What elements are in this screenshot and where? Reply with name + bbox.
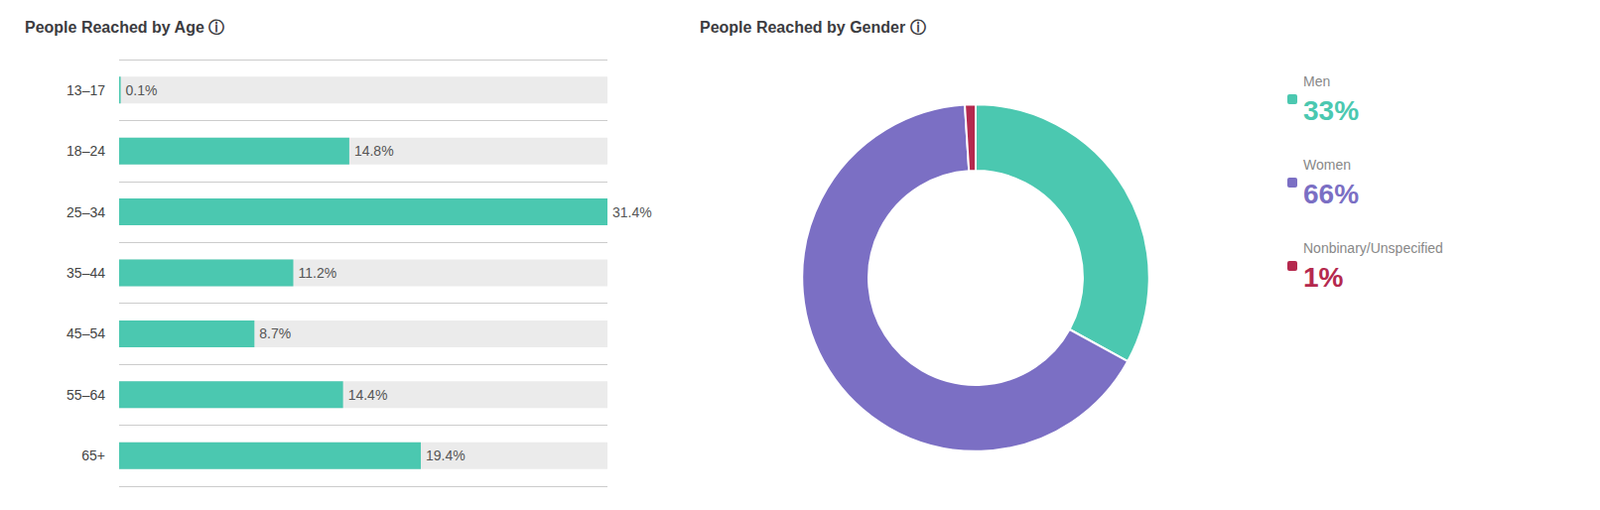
svg-text:33%: 33%	[1303, 95, 1359, 127]
svg-text:35–44: 35–44	[66, 265, 106, 281]
svg-text:13–17: 13–17	[66, 82, 106, 99]
svg-text:Men: Men	[1303, 73, 1331, 90]
svg-text:8.7%: 8.7%	[259, 325, 291, 342]
svg-text:14.8%: 14.8%	[354, 142, 395, 159]
svg-text:Women: Women	[1303, 156, 1351, 173]
svg-text:18–24: 18–24	[66, 142, 106, 159]
svg-text:55–64: 55–64	[66, 387, 106, 403]
svg-text:25–34: 25–34	[66, 204, 106, 221]
svg-text:1%: 1%	[1303, 262, 1344, 293]
svg-text:45–54: 45–54	[66, 325, 106, 342]
svg-text:Nonbinary/Unspecified: Nonbinary/Unspecified	[1303, 240, 1444, 257]
svg-text:People Reached by Gender ⓘ: People Reached by Gender ⓘ	[699, 18, 927, 36]
svg-text:66%: 66%	[1303, 178, 1359, 210]
svg-text:People Reached by Age ⓘ: People Reached by Age ⓘ	[24, 18, 225, 36]
svg-text:65+: 65+	[81, 447, 106, 464]
svg-text:14.4%: 14.4%	[348, 387, 389, 403]
svg-text:0.1%: 0.1%	[126, 82, 158, 99]
svg-text:31.4%: 31.4%	[612, 204, 653, 221]
svg-text:11.2%: 11.2%	[297, 265, 337, 281]
svg-text:19.4%: 19.4%	[425, 447, 466, 464]
